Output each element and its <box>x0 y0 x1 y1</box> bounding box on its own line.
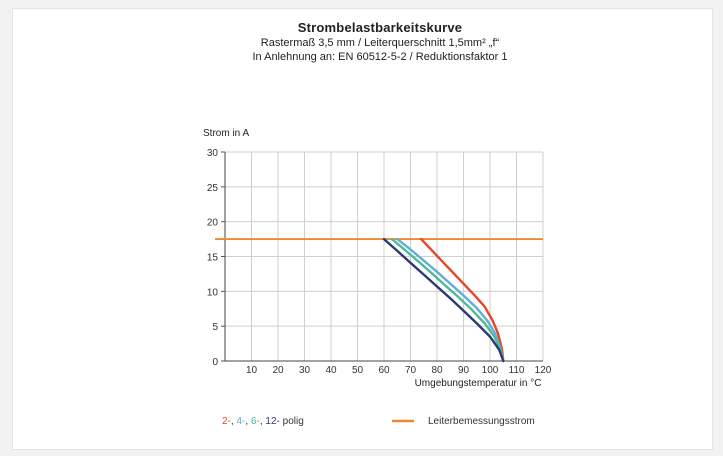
legend-series-2: 2- <box>222 416 231 427</box>
series-line-12 <box>382 237 505 363</box>
x-tick-label: 90 <box>458 365 470 376</box>
y-axis-label: Strom in A <box>203 128 249 139</box>
chart-header: Strombelastbarkeitskurve Rastermaß 3,5 m… <box>0 20 723 63</box>
axes: 10 20 30 40 50 60 70 80 90 100 110 120 0 5 10 15 20 25 30 <box>207 148 552 376</box>
legend-separator: , <box>245 416 251 427</box>
x-tick-label: 80 <box>431 365 443 376</box>
legend-series-suffix: polig <box>280 416 304 427</box>
chart-subtitle-2: In Anlehnung an: EN 60512-5-2 / Reduktio… <box>252 51 508 63</box>
y-tick-label: 0 <box>212 357 218 368</box>
legend-series-4: 4- <box>236 416 245 427</box>
x-tick-label: 20 <box>272 365 284 376</box>
y-tick-label: 5 <box>212 322 218 333</box>
x-tick-label: 30 <box>299 365 311 376</box>
legend: 2-, 4-, 6-, 12- polig Leiterbemessungsstr… <box>222 416 535 427</box>
legend-separator: , <box>260 416 266 427</box>
x-tick-label: 60 <box>378 365 390 376</box>
legend-series-6: 6- <box>251 416 260 427</box>
y-tick-label: 30 <box>207 148 219 159</box>
legend-series-text: 2-, 4-, 6-, 12- polig <box>222 416 304 427</box>
chart-frame <box>12 8 713 450</box>
legend-separator: , <box>231 416 237 427</box>
series-line-6 <box>390 237 505 363</box>
x-tick-label: 50 <box>352 365 364 376</box>
x-tick-label: 110 <box>509 365 525 376</box>
y-tick-label: 25 <box>207 183 219 194</box>
chart-title: Strombelastbarkeitskurve <box>297 20 463 35</box>
chart-subtitle-1: Rastermaß 3,5 mm / Leiterquerschnitt 1,5… <box>260 37 500 49</box>
y-tick-label: 15 <box>207 253 219 264</box>
legend-limit-label: Leiterbemessungsstrom <box>428 416 535 427</box>
legend-series-12: 12- <box>265 416 279 427</box>
y-tick-label: 10 <box>207 287 219 298</box>
y-tick-label: 20 <box>207 218 219 229</box>
series-line-4 <box>396 237 505 363</box>
x-axis-label: Umgebungstemperatur in °C <box>415 378 542 389</box>
x-tick-label: 40 <box>325 365 337 376</box>
series-group <box>382 237 505 363</box>
x-tick-label: 70 <box>405 365 417 376</box>
series-line-2 <box>419 237 505 363</box>
x-tick-label: 100 <box>482 365 499 376</box>
x-tick-label: 10 <box>246 365 258 376</box>
x-tick-label: 120 <box>535 365 552 376</box>
